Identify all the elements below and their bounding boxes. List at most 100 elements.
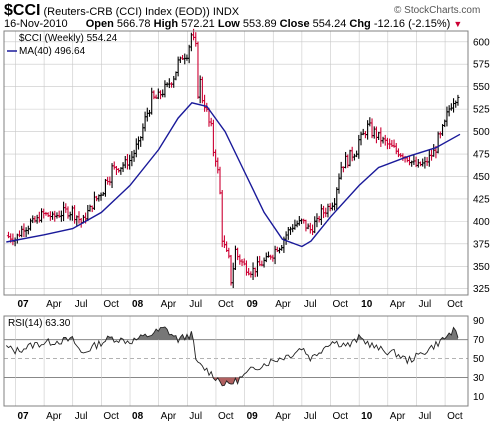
rsi-line — [5, 326, 459, 387]
ohlc-bar — [156, 88, 160, 100]
x-tick-label: Oct — [218, 299, 234, 310]
ohlc-bar — [366, 120, 370, 140]
ohlc-bar — [128, 154, 132, 170]
ohlc-bar — [136, 136, 141, 150]
ohlc-bar — [412, 154, 416, 165]
x-tick-label: 08 — [132, 411, 144, 422]
x-tick-label: Jul — [418, 411, 431, 422]
ohlc-bar — [361, 128, 365, 136]
ohlc-bar — [284, 231, 288, 245]
price-y-tick-label: 600 — [473, 37, 490, 48]
ohlc-bar — [443, 119, 447, 128]
ohlc-bar — [68, 211, 72, 221]
ohlc-bar — [61, 201, 66, 222]
price-y-tick-label: 575 — [473, 60, 490, 71]
ohlc-bar — [196, 41, 200, 99]
legend-ma-label: MA(40) 496.64 — [19, 46, 86, 57]
ohlc-bar — [6, 231, 11, 239]
ohlc-bar — [130, 151, 134, 167]
ohlc-bar — [275, 246, 279, 253]
x-tick-label: Apr — [46, 411, 62, 422]
rsi-panel-frame — [3, 315, 469, 407]
ohlc-bar — [216, 157, 220, 174]
x-tick-label: Oct — [333, 299, 349, 310]
x-tick-label: Jul — [418, 299, 431, 310]
ohlc-bar — [308, 222, 312, 234]
high-value: 572.21 — [181, 18, 215, 30]
ohlc-bar — [445, 106, 449, 127]
ohlc-bar — [141, 123, 145, 141]
low-label: Low — [217, 18, 240, 30]
ohlc-bar — [163, 80, 167, 98]
ohlc-bar — [125, 153, 130, 170]
x-tick-label: Oct — [103, 299, 119, 310]
ohlc-bar — [161, 89, 165, 98]
ohlc-bar — [59, 210, 63, 222]
ohlc-bar — [88, 204, 92, 212]
ohlc-bar — [123, 155, 127, 169]
ohlc-bar — [339, 161, 343, 180]
x-tick-label: Oct — [447, 411, 463, 422]
exchange: INDX — [212, 6, 240, 18]
ohlc-bar — [321, 205, 326, 219]
price-y-tick-label: 450 — [473, 172, 490, 183]
ohlc-bar — [143, 111, 147, 132]
ohlc-bar — [209, 117, 213, 127]
ohlc-bar — [273, 245, 277, 265]
ohlc-bar — [427, 149, 431, 167]
x-tick-label: Apr — [161, 299, 177, 310]
ohlc-bar — [449, 103, 453, 111]
ohlc-bar — [28, 218, 33, 231]
ohlc-bar — [22, 223, 26, 238]
ohlc-bar — [26, 225, 30, 235]
price-y-tick-label: 400 — [473, 217, 490, 228]
ohlc-bar — [114, 165, 119, 176]
ohlc-bar — [418, 161, 423, 167]
x-tick-label: Jul — [304, 299, 317, 310]
ohlc-bar — [438, 131, 442, 139]
ohlc-bar — [447, 105, 451, 117]
ohlc-bar — [343, 151, 348, 169]
ohlc-bar — [423, 156, 427, 169]
ohlc-bar — [313, 216, 317, 234]
x-tick-label: 10 — [361, 411, 373, 422]
x-tick-label: 08 — [132, 299, 144, 310]
chart-header-row-2: 16-Nov-2010 Open 566.78 High 572.21 Low … — [4, 18, 462, 30]
x-tick-label: Apr — [46, 299, 62, 310]
ohlc-bar — [324, 207, 328, 218]
x-tick-label: 09 — [247, 299, 259, 310]
close-label: Close — [279, 18, 310, 30]
x-tick-label: Oct — [218, 411, 234, 422]
high-label: High — [153, 18, 179, 30]
price-y-tick-label: 425 — [473, 194, 490, 205]
rsi-marks — [5, 326, 459, 387]
ohlc-bar — [211, 119, 215, 157]
rsi-oversold-fill — [6, 377, 459, 386]
price-y-tick-label: 350 — [473, 262, 490, 273]
x-tick-label: 07 — [17, 299, 29, 310]
chg-label: Chg — [349, 18, 371, 30]
ohlc-bar — [244, 260, 249, 276]
price-y-tick-label: 525 — [473, 105, 490, 116]
ohlc-bar — [348, 149, 352, 167]
ohlc-bar — [183, 53, 187, 65]
ohlc-bar — [229, 254, 233, 286]
ohlc-bar — [352, 153, 357, 161]
symbol: $CCI — [4, 2, 41, 19]
price-grid: 325 350 375 400 425 450 475 500 525 550 575 600 — [4, 31, 490, 295]
ohlc-bar — [200, 76, 204, 104]
ohlc-bar — [185, 54, 189, 61]
ohlc-bar — [11, 233, 15, 246]
x-tick-label: Oct — [447, 299, 463, 310]
open-label: Open — [85, 18, 114, 30]
ohlc-bar — [357, 134, 361, 159]
x-axis-labels-rsi: 07 Apr Jul Oct 08 Apr Jul Oct 09 Apr Jul Oct 10 Apr Ju… — [17, 411, 462, 422]
rsi-y-tick-label: 10 — [473, 392, 485, 403]
ohlc-bar — [396, 148, 401, 158]
rsi-y-tick-label: 50 — [473, 354, 485, 365]
rsi-y-tick-label: 90 — [473, 316, 485, 327]
ohlc-bar — [436, 131, 440, 154]
ohlc-bar — [13, 237, 17, 247]
ohlc-bar — [145, 107, 149, 122]
ohlc-bar — [251, 262, 255, 280]
